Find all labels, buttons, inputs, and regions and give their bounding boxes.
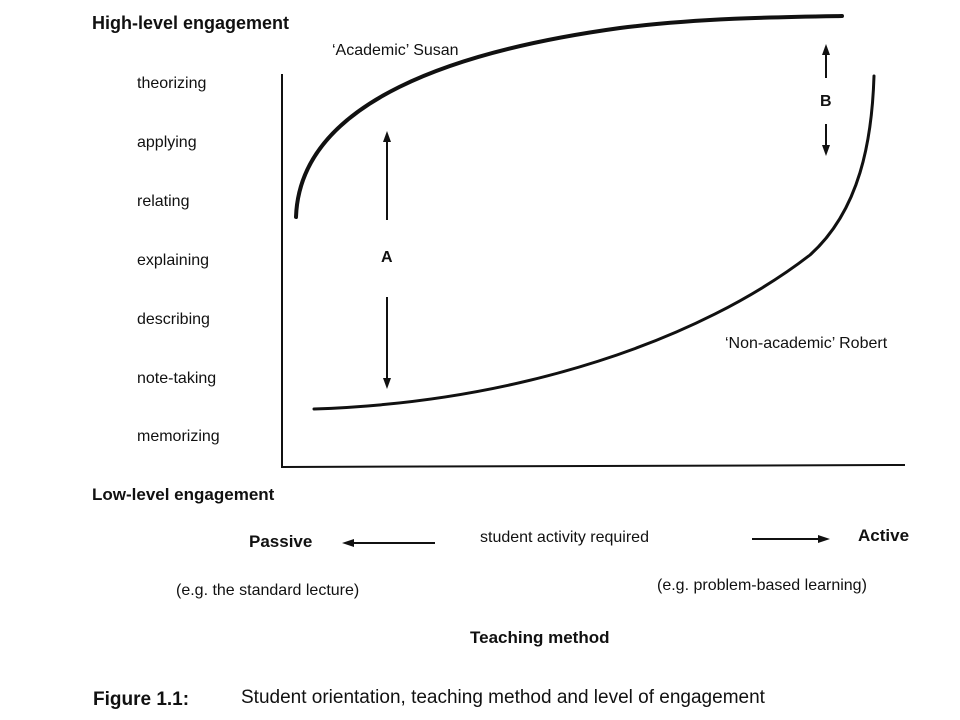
active-arrow [752,535,830,543]
susan-label: ‘Academic’ Susan [332,42,459,59]
level-label-relating: relating [137,193,190,210]
gap-b-arrow [822,44,830,156]
gap-a-arrow [383,131,391,389]
gap-a-label: A [381,249,393,266]
passive-example: (e.g. the standard lecture) [176,582,360,599]
active-example: (e.g. problem-based learning) [657,577,867,594]
active-label: Active [858,526,910,545]
high-level-engagement-label: High-level engagement [92,13,290,33]
teaching-method-title: Teaching method [470,628,610,647]
level-label-memorizing: memorizing [137,428,220,445]
x-axis-line [281,464,906,468]
low-level-engagement-label: Low-level engagement [92,485,275,504]
level-label-describing: describing [137,311,210,328]
activity-label: student activity required [480,529,649,546]
passive-label: Passive [249,532,313,551]
figure-number: Figure 1.1: [93,689,190,710]
level-label-applying: applying [137,134,197,151]
figure-caption: Student orientation, teaching method and… [241,687,765,708]
robert-curve [312,74,876,411]
gap-b-label: B [820,93,832,110]
level-label-note-taking: note-taking [137,370,217,387]
level-label-theorizing: theorizing [137,75,207,92]
robert-label: ‘Non-academic’ Robert [725,335,888,352]
level-label-explaining: explaining [137,252,210,269]
passive-arrow [342,539,435,547]
susan-curve [294,14,844,219]
